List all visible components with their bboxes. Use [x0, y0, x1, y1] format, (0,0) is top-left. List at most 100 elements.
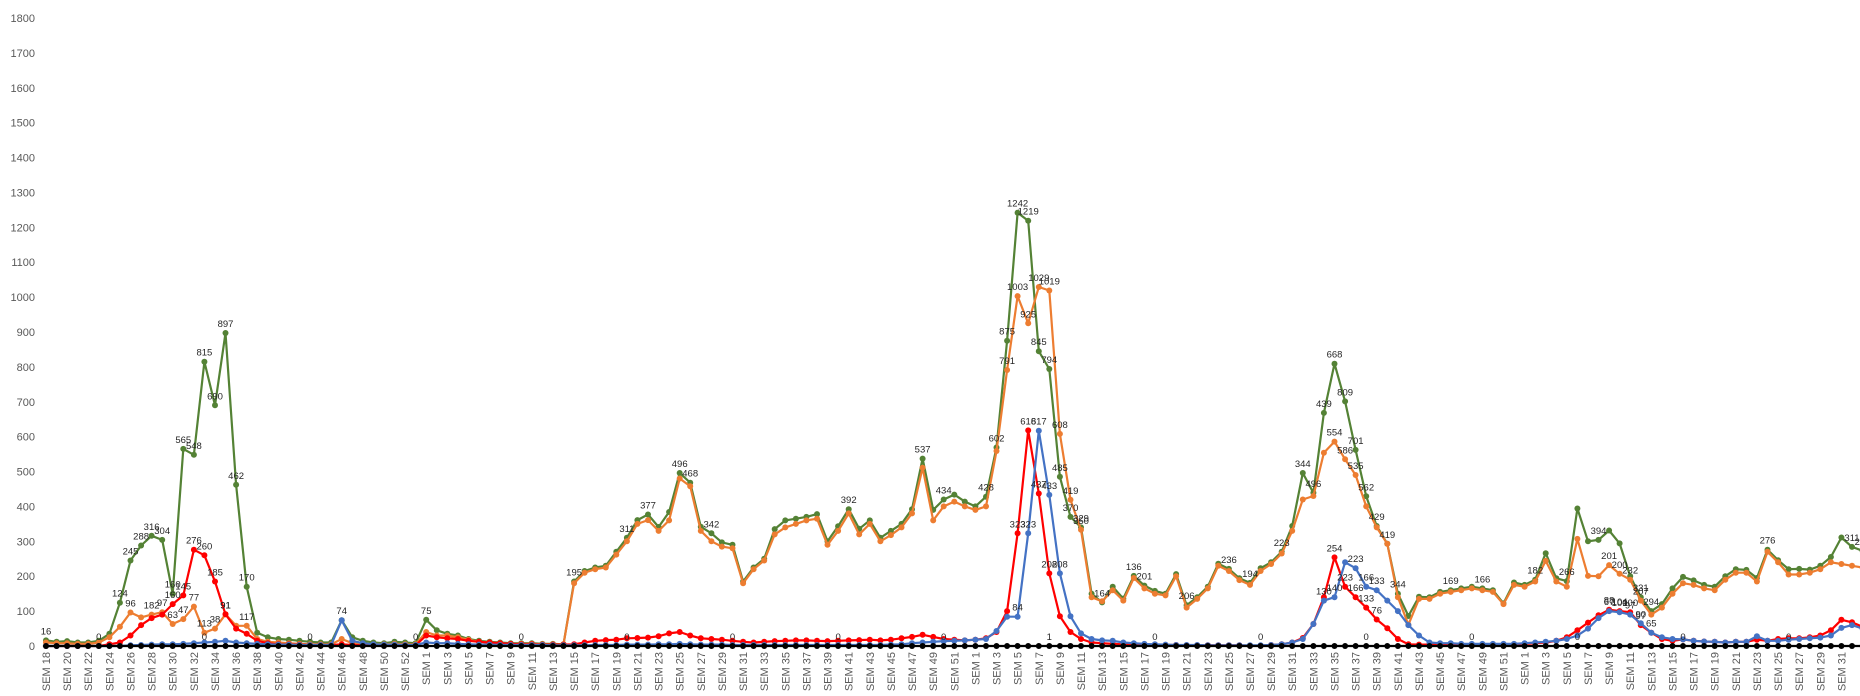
data-point — [1458, 643, 1464, 649]
data-point — [1363, 503, 1369, 509]
data-label: 0 — [202, 632, 207, 643]
data-labels: 1612424528831630416056554881569089746217… — [41, 0, 1860, 643]
data-point — [1743, 570, 1749, 576]
data-point — [1363, 643, 1369, 649]
data-point — [1057, 570, 1063, 576]
y-tick-label: 1100 — [11, 257, 35, 269]
data-point — [1490, 643, 1496, 649]
data-point — [117, 600, 123, 606]
data-point — [1332, 554, 1338, 560]
data-point — [1384, 541, 1390, 547]
data-point — [1416, 596, 1422, 602]
data-point — [1141, 643, 1147, 649]
data-label: 344 — [1295, 459, 1311, 470]
series-line — [46, 287, 1860, 644]
data-point — [1648, 643, 1654, 649]
data-point — [1543, 643, 1549, 649]
data-point — [1015, 293, 1021, 299]
data-point — [814, 516, 820, 522]
data-point — [962, 643, 968, 649]
data-point — [1743, 643, 1749, 649]
data-point — [497, 643, 503, 649]
data-point — [899, 635, 905, 641]
series-line — [46, 213, 1860, 645]
x-tick-label: SEM 17 — [1139, 652, 1151, 691]
data-label: 562 — [1358, 482, 1374, 493]
data-point — [782, 643, 788, 649]
x-tick-label: SEM 17 — [590, 652, 602, 691]
data-point — [687, 643, 693, 649]
data-label: 925 — [1020, 309, 1036, 320]
data-point — [1057, 613, 1063, 619]
data-point — [1511, 582, 1517, 588]
data-label: 809 — [1337, 387, 1353, 398]
data-point — [1025, 643, 1031, 649]
data-point — [909, 634, 915, 640]
data-point — [1025, 427, 1031, 433]
data-point — [339, 636, 345, 642]
data-point — [835, 643, 841, 649]
data-point — [1353, 447, 1359, 453]
data-point — [1363, 605, 1369, 611]
data-point — [1680, 580, 1686, 586]
data-label: 260 — [196, 541, 212, 552]
data-point — [1321, 643, 1327, 649]
x-tick-label: SEM 7 — [1034, 652, 1046, 685]
data-point — [814, 643, 820, 649]
data-point — [1617, 609, 1623, 615]
data-point — [170, 601, 176, 607]
data-point — [920, 632, 926, 638]
data-point — [782, 524, 788, 530]
data-label: 288 — [133, 532, 149, 543]
data-point — [624, 643, 630, 649]
data-point — [856, 643, 862, 649]
data-point — [128, 558, 134, 564]
x-tick-label: SEM 33 — [1308, 652, 1320, 691]
x-tick-label: SEM 11 — [1076, 652, 1088, 690]
data-label: 84 — [1012, 603, 1023, 614]
x-tick-label: SEM 25 — [1773, 652, 1785, 691]
data-point — [1068, 643, 1074, 649]
data-point — [656, 643, 662, 649]
data-point — [85, 643, 91, 649]
x-tick-label: SEM 27 — [1245, 652, 1257, 691]
x-tick-label: SEM 35 — [780, 652, 792, 691]
data-label: 617 — [1031, 417, 1047, 428]
x-tick-label: SEM 19 — [611, 652, 623, 691]
data-label: 166 — [1348, 583, 1364, 594]
data-point — [1564, 636, 1570, 642]
data-point — [1796, 643, 1802, 649]
data-point — [1374, 643, 1380, 649]
data-point — [719, 544, 725, 550]
data-point — [656, 528, 662, 534]
data-point — [582, 570, 588, 576]
data-point — [1184, 643, 1190, 649]
data-label: 166 — [1474, 574, 1490, 585]
data-point — [1194, 643, 1200, 649]
data-point — [1765, 549, 1771, 555]
data-label: 1 — [1047, 632, 1052, 643]
data-point — [1004, 338, 1010, 344]
data-point — [1353, 643, 1359, 649]
data-label: 276 — [1760, 536, 1776, 547]
data-point — [1469, 585, 1475, 591]
data-point — [318, 643, 324, 649]
data-point — [951, 499, 957, 505]
x-tick-label: SEM 25 — [675, 652, 687, 691]
x-tick-label: SEM 23 — [1203, 652, 1215, 691]
data-label: 117 — [239, 612, 254, 623]
data-point — [1384, 625, 1390, 631]
data-point — [1553, 638, 1559, 644]
x-tick-label: SEM 34 — [210, 652, 222, 691]
x-tick-label: SEM 19 — [1710, 652, 1722, 691]
data-point — [275, 643, 281, 649]
x-tick-label: SEM 43 — [1414, 652, 1426, 691]
data-label: 0 — [307, 632, 312, 643]
x-tick-label: SEM 1 — [970, 652, 982, 685]
data-label: 468 — [682, 469, 698, 480]
data-label: 344 — [1390, 580, 1406, 591]
data-point — [972, 507, 978, 513]
data-point — [1332, 439, 1338, 445]
data-point — [244, 631, 250, 637]
